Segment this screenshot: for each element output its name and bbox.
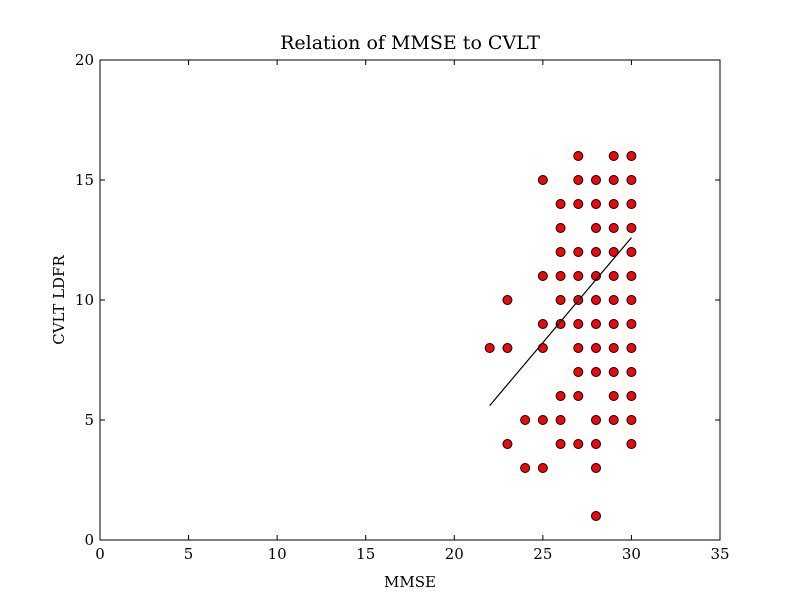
data-point [626, 223, 637, 233]
data-point [608, 391, 619, 401]
data-point [555, 439, 566, 449]
data-point [608, 151, 619, 161]
data-point [573, 151, 584, 161]
data-point [537, 175, 548, 185]
data-point [573, 247, 584, 257]
data-point [537, 463, 548, 473]
y-tick-label: 5 [84, 411, 94, 429]
data-point [537, 415, 548, 425]
y-tick-label: 15 [75, 171, 94, 189]
data-point [573, 271, 584, 281]
data-point [591, 199, 601, 209]
data-point [626, 271, 637, 281]
data-point [626, 343, 637, 353]
data-point [608, 295, 619, 305]
x-tick-label: 25 [533, 545, 552, 563]
data-point [626, 439, 637, 449]
data-point [573, 319, 584, 329]
data-point [591, 439, 601, 449]
data-point [555, 415, 566, 425]
data-point [555, 295, 566, 305]
data-point [591, 175, 601, 185]
data-point [555, 391, 566, 401]
data-point [626, 415, 637, 425]
data-point [608, 319, 619, 329]
y-tick-label: 0 [84, 531, 94, 549]
y-tick-label: 20 [75, 51, 94, 69]
data-point [591, 319, 601, 329]
x-tick-label: 0 [95, 545, 105, 563]
data-point [626, 199, 637, 209]
data-point [573, 391, 584, 401]
data-point [484, 343, 495, 353]
data-point [502, 439, 513, 449]
data-point [626, 247, 637, 257]
data-point [608, 175, 619, 185]
data-point [555, 319, 566, 329]
data-point [591, 223, 601, 233]
data-point [626, 367, 637, 377]
data-point [591, 367, 601, 377]
data-point [626, 319, 637, 329]
data-point [591, 295, 601, 305]
x-tick-label: 30 [622, 545, 641, 563]
data-point [591, 247, 601, 257]
data-point [520, 463, 531, 473]
data-point [608, 415, 619, 425]
data-point [591, 463, 601, 473]
data-point [502, 343, 513, 353]
data-point [555, 271, 566, 281]
x-axis-label: MMSE [384, 573, 436, 591]
data-point [573, 343, 584, 353]
data-point [608, 271, 619, 281]
data-point [573, 175, 584, 185]
data-point [573, 439, 584, 449]
data-point [608, 367, 619, 377]
data-point [537, 271, 548, 281]
data-point [591, 415, 601, 425]
x-tick-label: 15 [356, 545, 375, 563]
data-point [502, 295, 513, 305]
x-tick-label: 10 [268, 545, 287, 563]
data-point [608, 343, 619, 353]
data-point [555, 223, 566, 233]
data-point [608, 223, 619, 233]
data-point [591, 511, 601, 521]
data-point [537, 319, 548, 329]
trend-line [489, 237, 632, 406]
data-point [626, 151, 637, 161]
data-point [555, 247, 566, 257]
data-point [591, 343, 601, 353]
data-point [608, 199, 619, 209]
data-point [626, 175, 637, 185]
data-point [555, 199, 566, 209]
x-tick-label: 35 [710, 545, 729, 563]
data-point [537, 343, 548, 353]
chart-title: Relation of MMSE to CVLT [280, 32, 540, 54]
x-tick-label: 5 [184, 545, 194, 563]
data-point [573, 367, 584, 377]
x-tick-label: 20 [445, 545, 464, 563]
y-tick-label: 10 [75, 291, 94, 309]
plot-area: 0 5 10 15 20 25 30 35 0 5 10 15 20 [75, 51, 730, 563]
data-point [520, 415, 531, 425]
data-point [608, 247, 619, 257]
data-point [626, 295, 637, 305]
data-point [573, 199, 584, 209]
data-point [626, 391, 637, 401]
y-axis-label: CVLT LDFR [50, 255, 68, 345]
